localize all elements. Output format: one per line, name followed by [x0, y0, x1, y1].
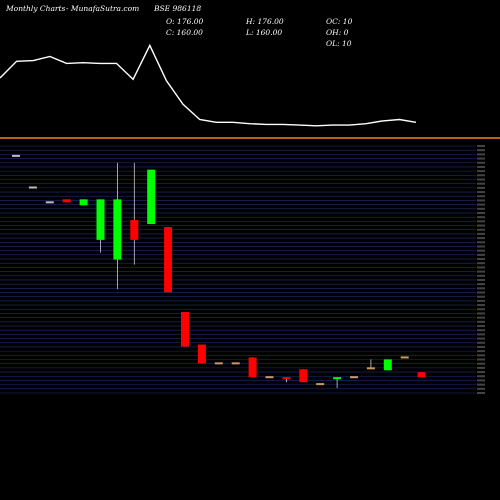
axis-tick-mark [477, 266, 485, 269]
axis-tick-mark [477, 220, 485, 223]
candle-body [400, 356, 409, 359]
candle-body [96, 199, 105, 240]
candle-body [231, 362, 240, 365]
axis-tick-mark [477, 191, 485, 194]
axis-tick-mark [477, 379, 485, 382]
close-value: C: 160.00 [166, 28, 203, 37]
axis-tick-mark [477, 304, 485, 307]
axis-tick-mark [477, 366, 485, 369]
axis-tick-mark [477, 291, 485, 294]
axis-tick-mark [477, 333, 485, 336]
axis-tick-mark [477, 182, 485, 185]
candle-body [316, 383, 325, 386]
axis-tick-mark [477, 316, 485, 319]
axis-tick-mark [477, 320, 485, 323]
candle-body [214, 362, 223, 365]
axis-tick-mark [477, 325, 485, 328]
axis-tick-mark [477, 216, 485, 219]
axis-tick-mark [477, 383, 485, 386]
candle-body [333, 377, 342, 380]
axis-tick-mark [477, 375, 485, 378]
candle-body [12, 154, 20, 157]
candle-body [417, 372, 426, 378]
axis-tick-mark [477, 186, 485, 189]
axis-tick-mark [477, 392, 485, 394]
axis-tick-mark [477, 170, 485, 173]
axis-tick-mark [477, 224, 485, 227]
candle-body [265, 376, 274, 379]
symbol-label: BSE 986118 [154, 4, 202, 13]
ol-value: OL: 10 [326, 39, 352, 48]
oh-value: OH: 0 [326, 28, 349, 37]
chart-period: Monthly Charts [6, 4, 66, 13]
axis-tick-mark [477, 245, 485, 248]
axis-tick-mark [477, 354, 485, 357]
candle-body [350, 376, 358, 379]
axis-tick-mark [477, 165, 485, 168]
axis-tick-mark [477, 262, 485, 265]
candle-body [130, 220, 139, 240]
axis-tick-mark [477, 228, 485, 231]
axis-tick-mark [477, 387, 485, 390]
axis-tick-mark [477, 161, 485, 164]
axis-tick-mark [477, 299, 485, 302]
axis-tick-mark [477, 371, 485, 374]
axis-tick-mark [477, 329, 485, 332]
axis-tick-mark [477, 199, 485, 202]
open-value: O: 176.00 [166, 17, 204, 26]
candle-body [28, 186, 37, 189]
axis-tick-mark [477, 211, 485, 214]
site-name: - MunafaSutra.com [66, 4, 140, 13]
axis-tick-mark [477, 341, 485, 344]
candle-body [181, 311, 189, 347]
axis-tick-mark [477, 278, 485, 281]
axis-tick-mark [477, 337, 485, 340]
axis-tick-mark [477, 308, 485, 311]
axis-tick-mark [477, 207, 485, 210]
axis-tick-mark [477, 362, 485, 365]
axis-tick-mark [477, 283, 485, 286]
candle-body [299, 369, 308, 383]
candle-body [282, 377, 291, 380]
axis-tick-mark [477, 287, 485, 290]
axis-tick-mark [477, 345, 485, 348]
candle-body [248, 357, 257, 378]
axis-tick-mark [477, 312, 485, 315]
axis-tick-mark [477, 270, 485, 273]
indicator-line [0, 43, 417, 127]
candle-body [79, 199, 88, 206]
candle-body [113, 199, 122, 260]
candle-body [147, 169, 156, 225]
candle-body [383, 359, 392, 371]
axis-tick-mark [477, 157, 485, 160]
axis-tick-mark [477, 195, 485, 198]
axis-tick-mark [477, 203, 485, 206]
axis-tick-mark [477, 145, 485, 147]
axis-tick-mark [477, 249, 485, 252]
axis-tick-mark [477, 253, 485, 256]
candle-body [62, 199, 71, 203]
axis-tick-mark [477, 237, 485, 240]
candle-body [45, 201, 54, 204]
candle-body [366, 367, 375, 370]
axis-tick-mark [477, 241, 485, 244]
candle-body [164, 227, 173, 293]
axis-tick-mark [477, 350, 485, 353]
oc-value: OC: 10 [326, 17, 353, 26]
low-value: L: 160.00 [246, 28, 283, 37]
axis-tick-mark [477, 149, 485, 152]
axis-tick-mark [477, 274, 485, 277]
axis-tick-mark [477, 174, 485, 177]
axis-tick-mark [477, 178, 485, 181]
axis-tick-mark [477, 232, 485, 235]
axis-tick-mark [477, 153, 485, 156]
axis-tick-mark [477, 358, 485, 361]
high-value: H: 176.00 [246, 17, 284, 26]
axis-tick-mark [477, 295, 485, 298]
candle-body [197, 344, 206, 364]
axis-tick-mark [477, 258, 485, 261]
